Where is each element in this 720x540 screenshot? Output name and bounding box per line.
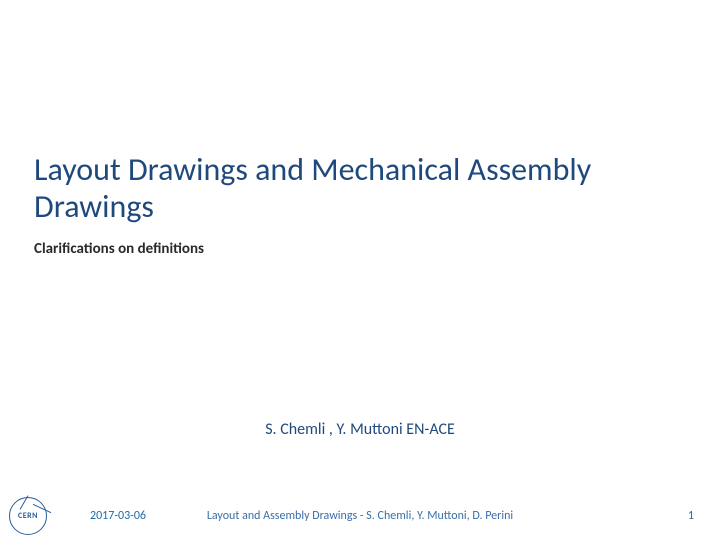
- cern-logo-icon: CERN: [9, 497, 47, 535]
- footer-date: 2017-03-06: [90, 509, 146, 523]
- slide-title: Layout Drawings and Mechanical Assembly …: [34, 152, 694, 226]
- slide: Layout Drawings and Mechanical Assembly …: [0, 0, 720, 540]
- slide-subtitle: Clarifications on definitions: [34, 240, 204, 258]
- slide-footer: CERN 2017-03-06 Layout and Assembly Draw…: [0, 492, 720, 540]
- logo-container: CERN: [6, 494, 50, 538]
- footer-page-number: 1: [688, 509, 694, 523]
- slide-authors: S. Chemli , Y. Muttoni EN-ACE: [0, 420, 720, 439]
